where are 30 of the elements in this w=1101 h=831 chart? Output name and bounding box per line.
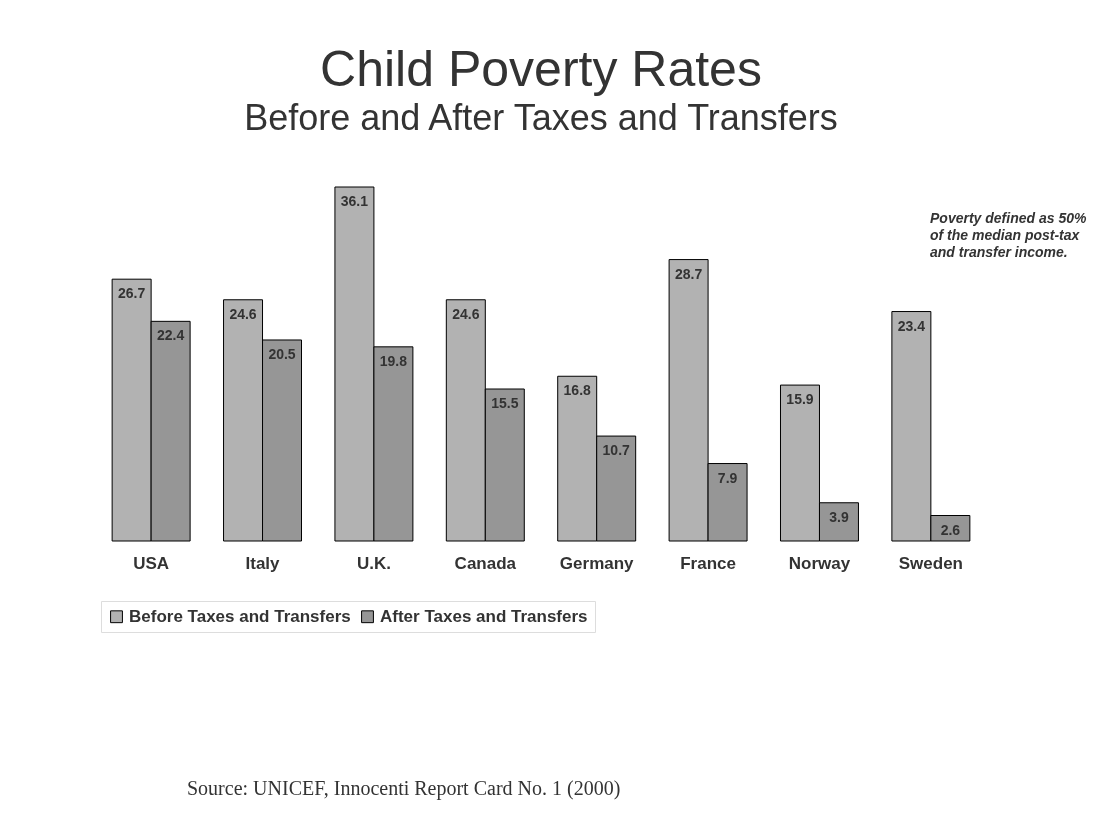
data-label: 19.8 bbox=[379, 352, 408, 369]
x-tick-label: Norway bbox=[788, 553, 851, 573]
x-tick-label: Canada bbox=[454, 553, 517, 573]
source-note: Source: UNICEF, Innocenti Report Card No. 1 (2000) bbox=[187, 777, 621, 800]
data-label: 36.1 bbox=[340, 193, 369, 209]
data-label: 16.8 bbox=[563, 382, 592, 399]
data-label: 15.5 bbox=[491, 395, 519, 412]
x-tick-label: Germany bbox=[559, 553, 635, 573]
chart-subtitle: Before and After Taxes and Transfers bbox=[244, 96, 838, 138]
x-tick-label: U.K. bbox=[356, 553, 391, 573]
data-label: 24.6 bbox=[452, 305, 480, 322]
x-tick-label: Italy bbox=[245, 553, 281, 573]
data-label: 28.7 bbox=[674, 265, 703, 282]
data-label: 10.7 bbox=[602, 442, 631, 459]
data-label: 7.9 bbox=[717, 469, 738, 486]
data-label: 26.7 bbox=[118, 285, 146, 302]
annotation: Poverty defined as 50% of the median post-tax and transfer income. bbox=[930, 210, 1088, 261]
data-label: 22.4 bbox=[157, 327, 185, 344]
x-tick-label: USA bbox=[133, 553, 170, 573]
chart-title: Child Poverty Rates bbox=[320, 40, 762, 97]
data-label: 3.9 bbox=[829, 508, 849, 525]
x-tick-label: France bbox=[680, 553, 736, 573]
legend-label: After Taxes and Transfers bbox=[380, 606, 588, 626]
x-tick-label: Sweden bbox=[898, 553, 963, 573]
data-label: 15.9 bbox=[786, 391, 814, 408]
data-label: 23.4 bbox=[897, 317, 926, 334]
data-label: 20.5 bbox=[268, 345, 296, 362]
data-label: 24.6 bbox=[229, 305, 257, 322]
data-label: 2.6 bbox=[940, 521, 961, 538]
legend-label: Before Taxes and Transfers bbox=[129, 606, 351, 626]
